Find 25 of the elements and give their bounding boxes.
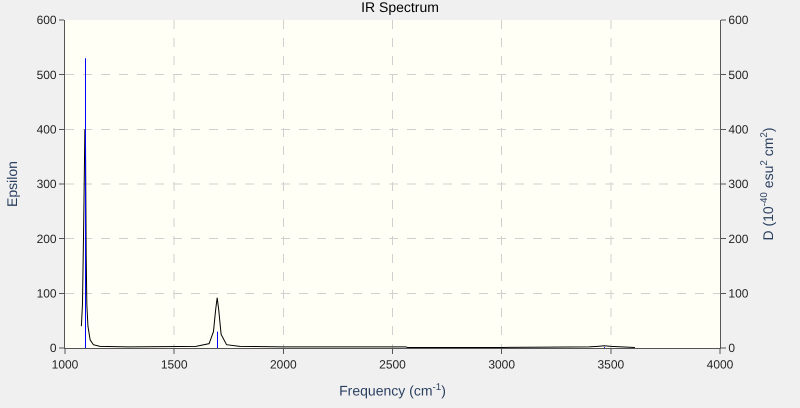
chart-title: IR Spectrum [361,0,439,15]
x-tick-label: 2000 [270,357,297,372]
y2-tick-label: 100 [728,286,749,301]
y-tick-label: 200 [36,232,57,246]
y-tick-label: 0 [50,341,57,356]
y2-tick-label: 600 [728,13,749,28]
y2-tick-label: 0 [728,341,736,356]
x-tick-label: 1000 [52,357,79,372]
x-tick-label: 2500 [379,357,406,372]
line-series [80,128,636,348]
y-tick-label: 500 [36,68,57,82]
y-tick-label: 400 [36,122,57,137]
y-axis-title: Epsilon [4,161,20,207]
y2-tick-label: 500 [728,68,749,82]
y2-tick-label: 200 [728,232,749,246]
x-tick-label: 1500 [160,357,188,372]
y-tick-label: 600 [36,13,57,28]
y-tick-label: 300 [36,177,57,192]
y2-tick-label: 300 [728,177,749,192]
y-tick-label: 100 [36,286,57,301]
x-tick-label: 3500 [597,357,624,372]
y2-tick-label: 400 [728,122,749,137]
x-tick-label: 4000 [706,357,734,372]
x-tick-label: 3000 [488,357,516,372]
x-axis-title: Frequency (cm$^{-1}$) [339,382,446,399]
